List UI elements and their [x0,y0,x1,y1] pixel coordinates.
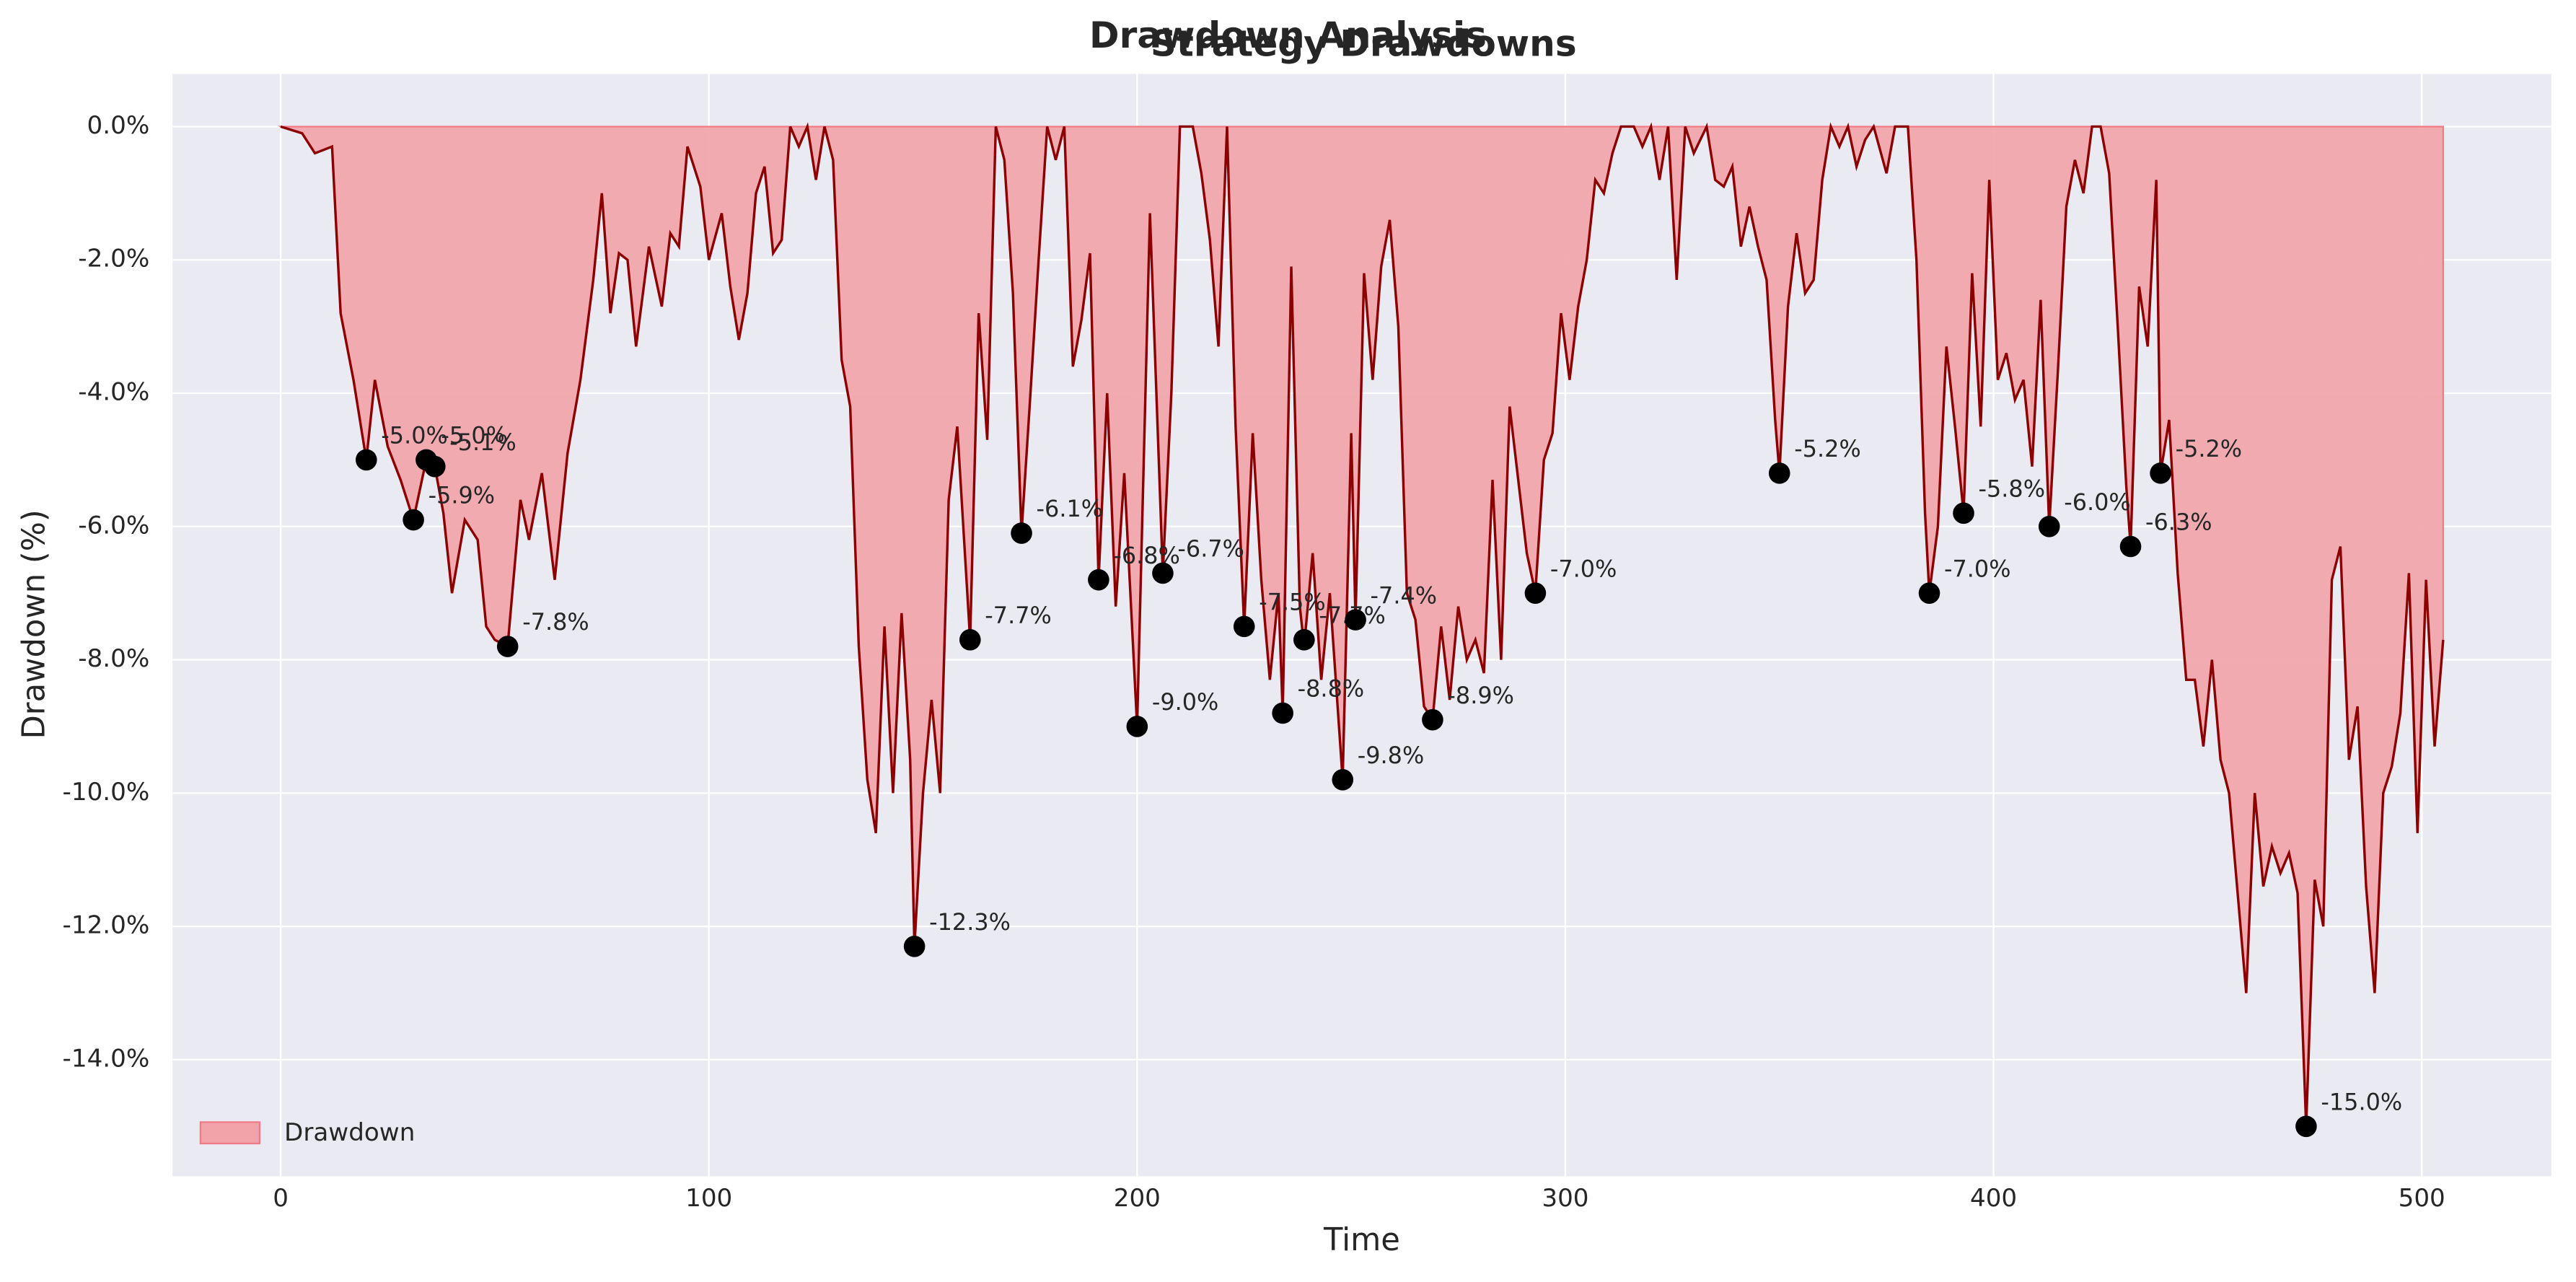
drawdown-marker [903,936,926,957]
x-tick-label: 200 [1114,1184,1161,1213]
marker-label: -6.1% [1037,495,1103,522]
drawdown-marker [356,449,377,471]
x-axis-label: Time [1323,1222,1400,1258]
marker-label: -7.4% [1371,581,1437,609]
y-axis-label: Drawdown (%) [17,509,53,739]
drawdown-marker [1953,502,1974,524]
marker-label: -5.0% [381,422,447,449]
chart-subtitle: Strategy Drawdowns [1151,22,1577,64]
plot: -5.0%-5.0%-5.1% -5.9% -7.8% -12.3% -7.7% -6.1… [280,122,2445,1138]
x-tick-label: 0 [273,1184,289,1213]
marker-label: -9.0% [1152,688,1218,716]
x-tick-label: 300 [1542,1184,1588,1213]
marker-label: -8.8% [1298,675,1364,703]
drawdown-marker [1233,615,1255,638]
marker-label: -7.0% [1550,555,1617,582]
y-tick-label: -10.0% [63,778,150,807]
marker-label: -7.0% [1944,555,2010,582]
marker-label: -15.0% [2321,1088,2402,1115]
drawdown-marker [2150,462,2171,484]
marker-label: -7.8% [522,608,589,636]
chart-title: Drawdown Analysis [1089,14,1487,56]
marker-label: -7.5% [1259,588,1325,615]
marker-label: -6.3% [2145,509,2212,536]
y-tick-label: -6.0% [78,511,149,540]
drawdown-marker [1918,582,1940,604]
y-tick-label: -8.0% [78,644,149,673]
drawdown-marker [1272,702,1293,724]
x-tick-label: 400 [1970,1184,2017,1213]
marker-label: -7.7% [985,602,1051,629]
x-tick-label: 100 [685,1184,732,1213]
drawdown-marker [2119,535,2142,558]
drawdown-marker [1345,609,1366,631]
y-tick-label: -4.0% [78,378,149,407]
marker-label: -5.9% [428,482,495,509]
drawdown-line [280,122,2445,1127]
marker-label: -5.2% [2176,435,2242,462]
y-tick-label: 0.0% [87,111,150,140]
drawdown-marker [496,636,519,657]
x-tick-label: 500 [2399,1184,2445,1213]
drawdown-marker [1332,769,1354,791]
drawdown-marker [1088,568,1109,591]
marker-label: -6.7% [1177,535,1244,563]
drawdown-marker [1152,562,1174,584]
y-tick-label: -2.0% [78,245,149,273]
drawdown-marker [403,509,424,531]
y-tick-label: -14.0% [63,1044,150,1073]
drawdown-marker [423,455,446,478]
marker-label: -5.8% [1979,475,2045,502]
marker-label: -8.9% [1447,682,1513,709]
drawdown-marker [959,629,981,651]
drawdown-marker [2295,1115,2317,1138]
marker-label: -12.3% [929,908,1011,936]
drawdown-marker [1524,582,1547,604]
legend-swatch [199,1121,261,1145]
marker-label: -6.0% [2064,488,2130,516]
drawdown-marker [1293,629,1315,651]
marker-label: -6.8% [1113,542,1179,569]
marker-label: -5.0% [441,422,507,449]
drawdown-marker [1126,716,1148,737]
drawdown-marker [2038,515,2060,537]
marker-label: -9.8% [1358,742,1424,769]
drawdown-marker [1011,522,1032,544]
legend-label: Drawdown [284,1118,415,1147]
drawdown-marker [1422,708,1443,731]
drawdown-marker [1768,462,1790,484]
marker-label: -5.1% [449,429,516,456]
marker-label: -5.2% [1794,435,1860,462]
y-tick-label: -12.0% [63,911,150,940]
